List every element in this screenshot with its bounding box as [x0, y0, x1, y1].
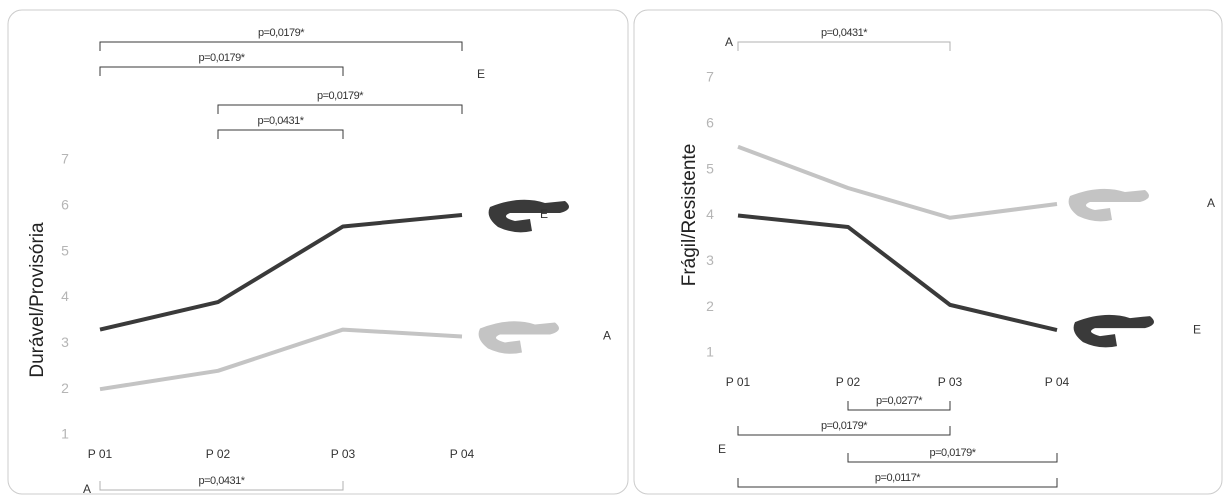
bracket-label: p=0,0179* — [821, 420, 868, 432]
y-tick-label: 1 — [706, 344, 714, 360]
x-tick-label: P 01 — [88, 447, 113, 461]
bracket-group-label: E — [718, 442, 726, 456]
series-label: E — [540, 207, 548, 221]
significance-bracket — [217, 104, 463, 114]
bracket-group-label: A — [725, 35, 733, 49]
y-tick-label: 2 — [706, 298, 714, 314]
significance-bracket — [847, 401, 951, 411]
series-label: E — [1193, 322, 1201, 336]
y-tick-label: 4 — [61, 288, 69, 304]
series-line — [737, 144, 1058, 220]
y-tick-label: 6 — [706, 115, 714, 131]
x-tick-label: P 01 — [726, 375, 751, 389]
y-axis-title: Durável/Provisória — [27, 222, 48, 378]
series-label: A — [1207, 196, 1215, 210]
x-tick-label: P 02 — [206, 447, 231, 461]
y-axis-title: Frágil/Resistente — [679, 144, 700, 287]
series-label: A — [603, 329, 611, 343]
bracket-label: p=0,0117* — [875, 472, 921, 484]
specimen-icon — [1073, 314, 1154, 348]
x-tick-label: P 04 — [1045, 375, 1070, 389]
specimen-icon — [488, 199, 569, 233]
significance-bracket — [737, 426, 951, 436]
y-tick-label: 1 — [61, 426, 69, 442]
specimen-icon — [478, 321, 559, 354]
panel-frame — [633, 9, 1223, 495]
y-tick-label: 5 — [61, 242, 69, 258]
series-line — [737, 213, 1058, 333]
y-tick-label: 7 — [706, 69, 714, 85]
series-line — [99, 213, 463, 332]
significance-bracket — [99, 41, 463, 51]
bracket-group-label: E — [477, 67, 485, 81]
y-tick-label: 5 — [706, 160, 714, 176]
bracket-label: p=0,0179* — [199, 52, 246, 64]
specimen-icon — [1068, 188, 1149, 222]
bracket-label: p=0,0277* — [876, 395, 923, 407]
x-tick-label: P 03 — [331, 447, 356, 461]
bracket-label: p=0,0179* — [930, 447, 977, 459]
bracket-label: p=0,0179* — [258, 27, 305, 39]
significance-bracket — [217, 129, 344, 139]
y-tick-label: 6 — [61, 197, 69, 213]
significance-bracket — [737, 478, 1058, 488]
x-tick-label: P 04 — [450, 447, 475, 461]
x-tick-label: P 02 — [836, 375, 861, 389]
y-tick-label: 3 — [61, 334, 69, 350]
panel-frame — [7, 9, 629, 495]
significance-bracket — [99, 66, 344, 76]
bracket-label: p=0,0179* — [317, 90, 364, 102]
y-tick-label: 3 — [706, 252, 714, 268]
x-tick-label: P 03 — [938, 375, 963, 389]
series-line — [99, 327, 463, 392]
y-tick-label: 7 — [61, 151, 69, 167]
y-tick-label: 2 — [61, 380, 69, 396]
significance-bracket — [737, 41, 951, 51]
bracket-group-label: A — [83, 482, 91, 496]
bracket-label: p=0,0431* — [821, 27, 868, 39]
significance-bracket — [847, 453, 1058, 463]
significance-bracket — [99, 481, 344, 491]
bracket-label: p=0,0431* — [199, 475, 246, 487]
bracket-label: p=0,0431* — [258, 115, 305, 127]
y-tick-label: 4 — [706, 206, 714, 222]
